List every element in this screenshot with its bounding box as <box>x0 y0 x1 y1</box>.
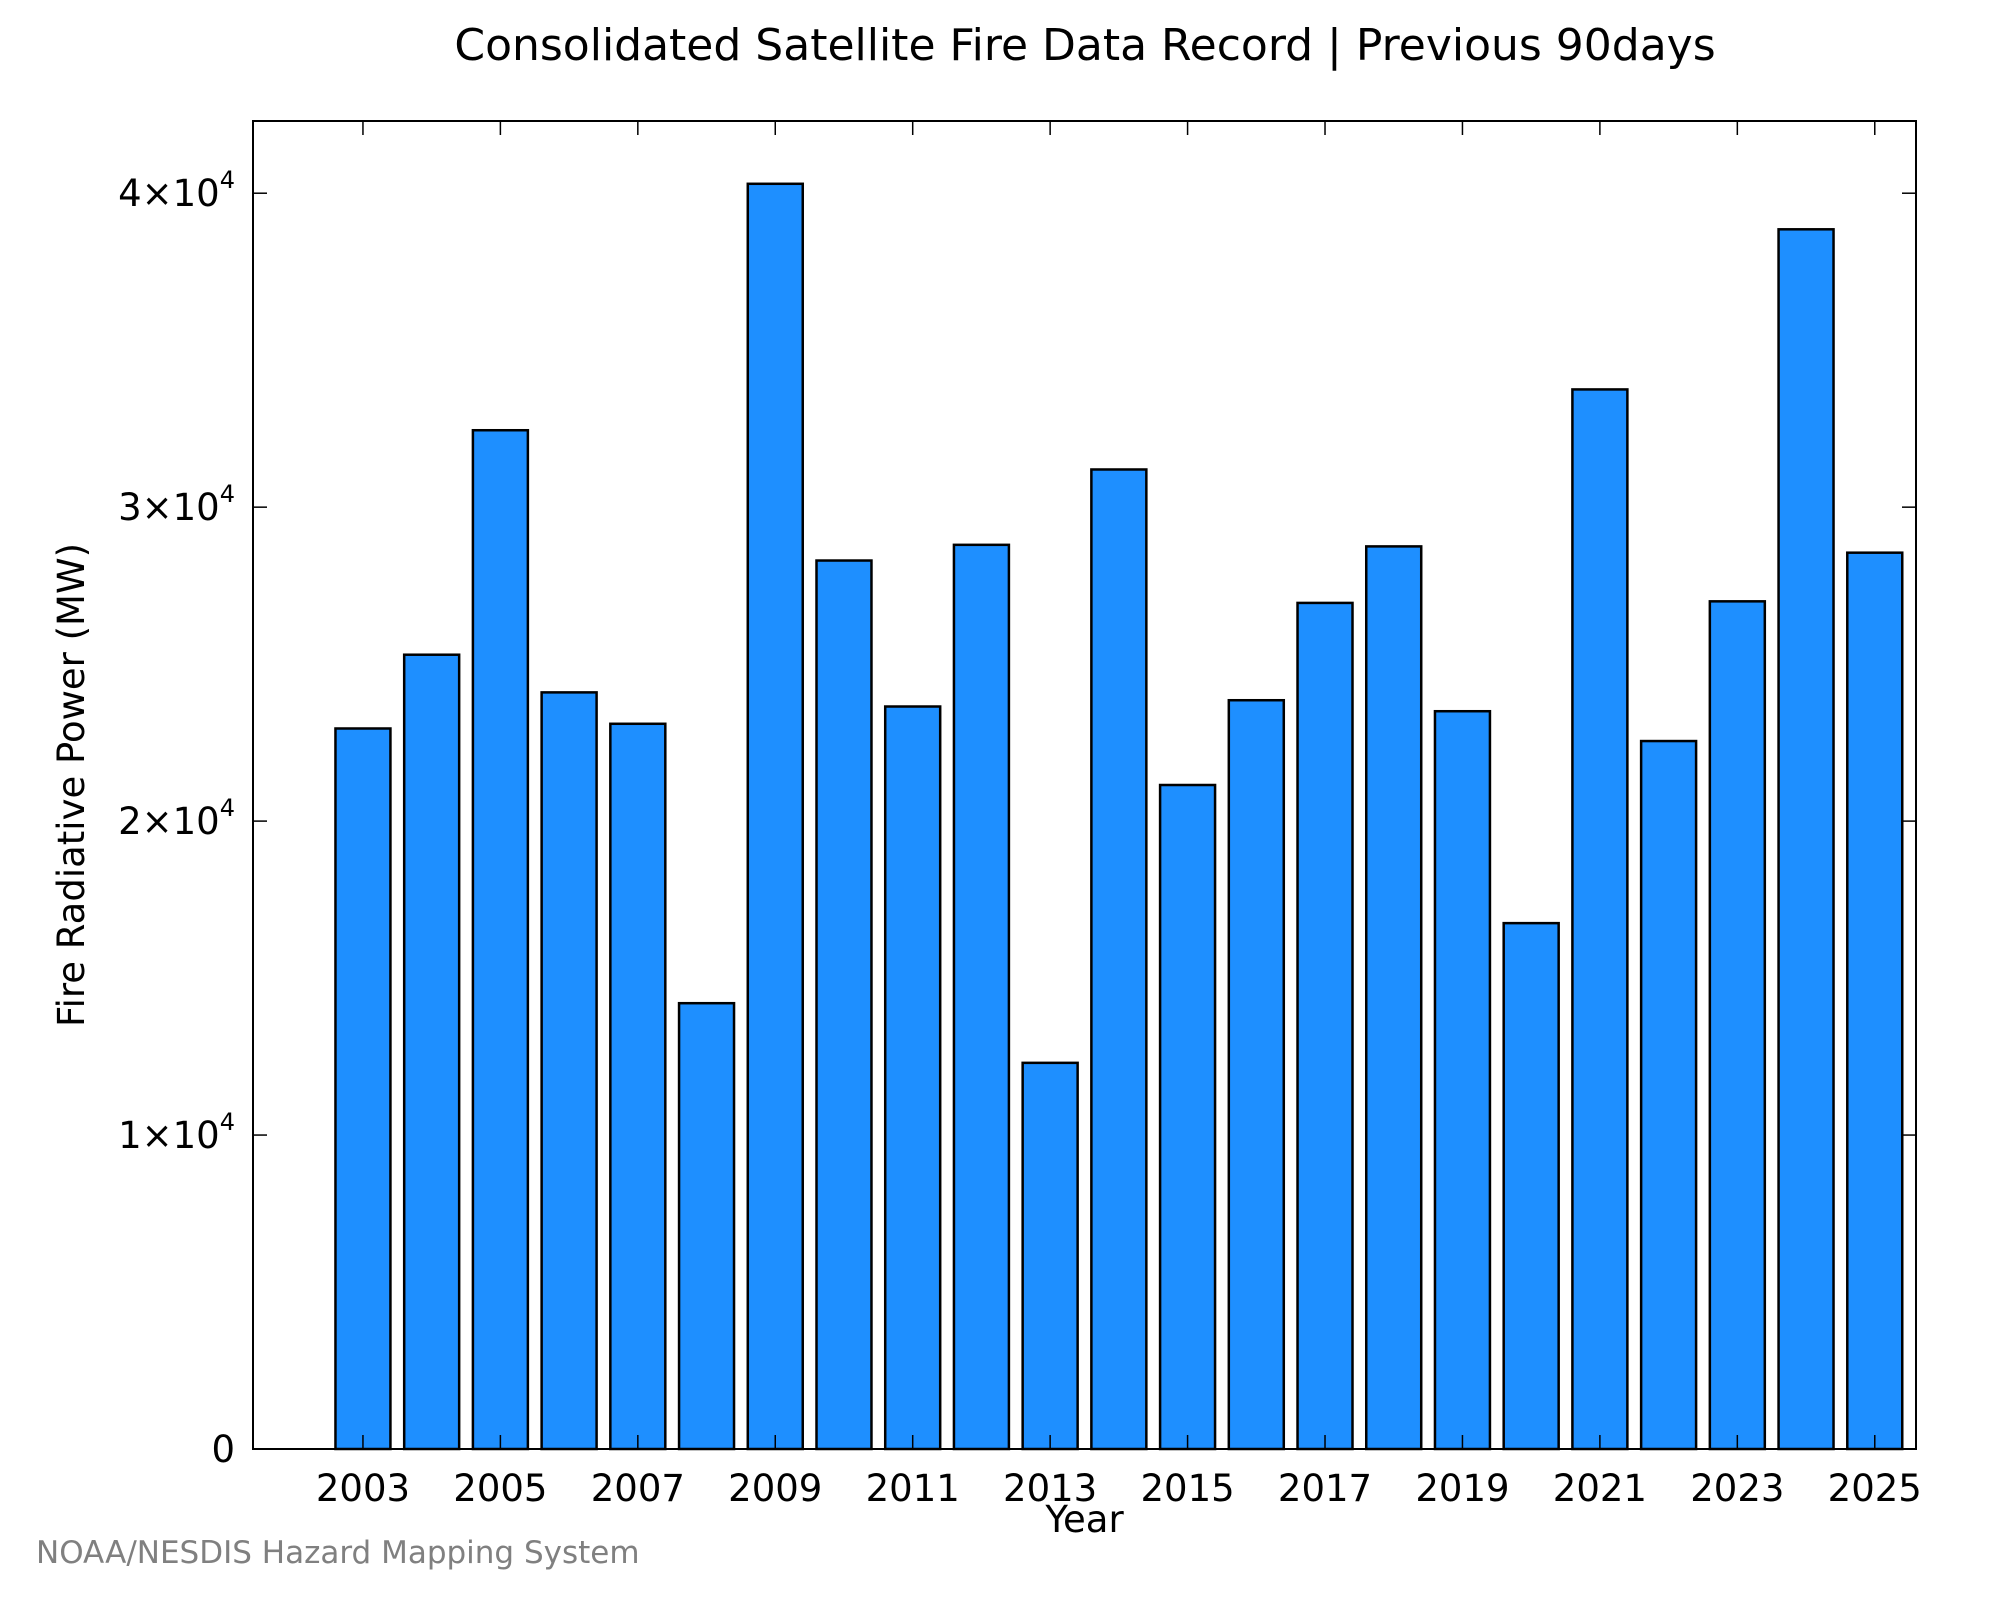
bar-2024 <box>1777 228 1835 1451</box>
bar-2007 <box>609 722 667 1451</box>
bar-2010 <box>815 559 873 1451</box>
bar-2006 <box>540 691 598 1451</box>
y-tick-label: 1×104 <box>118 1108 235 1157</box>
bar-2018 <box>1364 545 1423 1451</box>
bar-2011 <box>883 705 942 1451</box>
plot-frame <box>252 120 1917 1450</box>
bar-2012 <box>952 543 1011 1451</box>
y-tick-label: 0 <box>211 1428 235 1471</box>
bar-2008 <box>677 1001 736 1451</box>
x-tick-label-2015: 2015 <box>1140 1467 1234 1510</box>
y-tick-label: 3×104 <box>118 480 235 529</box>
bar-2013 <box>1021 1061 1079 1451</box>
bar-2025 <box>1846 551 1904 1451</box>
bar-2017 <box>1296 601 1354 1451</box>
x-tick-label-2025: 2025 <box>1828 1467 1922 1510</box>
bar-2004 <box>402 653 461 1451</box>
ticks-group: 2003 2005 2007 2009 2011 2013 2015 2017 2019 2021… <box>118 121 1922 1510</box>
bar-2020 <box>1502 921 1560 1451</box>
chart-title: Consolidated Satellite Fire Data Record … <box>454 20 1716 71</box>
x-tick-label-2009: 2009 <box>728 1467 822 1510</box>
x-axis-label: Year <box>1044 1498 1124 1541</box>
y-tick-label: 2×104 <box>118 794 235 843</box>
bar-2021 <box>1571 388 1629 1451</box>
x-tick-label-2011: 2011 <box>866 1467 960 1510</box>
source-credit: NOAA/NESDIS Hazard Mapping System <box>36 1535 640 1571</box>
bar-2022 <box>1639 739 1698 1451</box>
x-tick-label-2005: 2005 <box>453 1467 547 1510</box>
x-tick-label-2021: 2021 <box>1553 1467 1647 1510</box>
bar-2016 <box>1227 698 1286 1451</box>
x-tick-label-2007: 2007 <box>591 1467 685 1510</box>
x-tick-label-2013: 2013 <box>1003 1467 1097 1510</box>
x-tick-label-2019: 2019 <box>1415 1467 1509 1510</box>
bars-group <box>334 182 1904 1451</box>
x-tick-label-2023: 2023 <box>1690 1467 1784 1510</box>
bar-2009 <box>746 182 805 1451</box>
y-axis-label: Fire Radiative Power (MW) <box>50 543 93 1027</box>
bar-2015 <box>1158 783 1217 1451</box>
y-tick-label: 4×104 <box>118 166 235 215</box>
bar-2019 <box>1433 709 1492 1451</box>
x-tick-label-2003: 2003 <box>316 1467 410 1510</box>
x-tick-label-2017: 2017 <box>1278 1467 1372 1510</box>
bar-2003 <box>334 727 392 1451</box>
bar-2005 <box>471 428 530 1451</box>
bar-2014 <box>1090 468 1148 1451</box>
bar-2023 <box>1708 600 1767 1451</box>
